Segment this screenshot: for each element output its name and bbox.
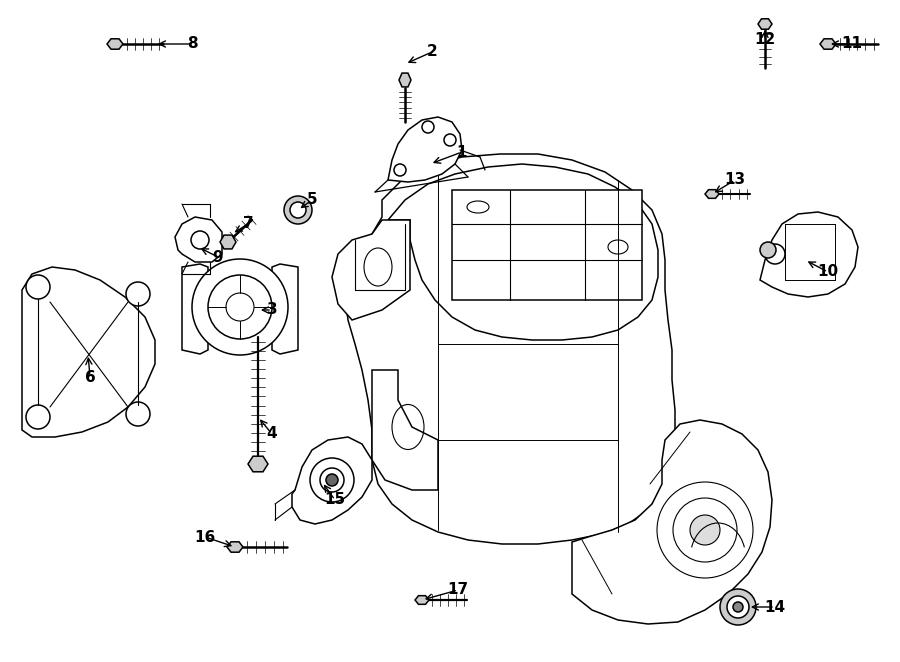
- Circle shape: [444, 134, 456, 146]
- Circle shape: [720, 589, 756, 625]
- Text: 15: 15: [324, 493, 346, 508]
- Polygon shape: [705, 190, 719, 199]
- Circle shape: [310, 458, 354, 502]
- Circle shape: [26, 405, 50, 429]
- Text: 6: 6: [85, 369, 95, 385]
- Circle shape: [191, 231, 209, 249]
- Circle shape: [208, 275, 272, 339]
- Circle shape: [26, 275, 50, 299]
- Circle shape: [192, 259, 288, 355]
- Polygon shape: [22, 267, 155, 437]
- Circle shape: [126, 282, 150, 306]
- Text: 12: 12: [754, 32, 776, 48]
- Polygon shape: [220, 235, 236, 249]
- Polygon shape: [388, 164, 658, 340]
- Polygon shape: [292, 437, 372, 524]
- Polygon shape: [345, 154, 675, 544]
- Circle shape: [760, 242, 776, 258]
- Text: 8: 8: [186, 36, 197, 52]
- Text: 5: 5: [307, 193, 318, 207]
- Circle shape: [320, 468, 344, 492]
- Circle shape: [765, 244, 785, 264]
- Polygon shape: [399, 73, 411, 87]
- Polygon shape: [415, 596, 429, 604]
- Polygon shape: [372, 370, 438, 490]
- Polygon shape: [175, 217, 222, 262]
- Text: 3: 3: [266, 303, 277, 318]
- Text: 11: 11: [842, 36, 862, 52]
- Polygon shape: [107, 39, 123, 49]
- Text: 2: 2: [427, 44, 437, 60]
- Circle shape: [673, 498, 737, 562]
- Text: 14: 14: [764, 600, 786, 614]
- Text: 9: 9: [212, 250, 223, 265]
- Polygon shape: [388, 117, 462, 182]
- Circle shape: [290, 202, 306, 218]
- Polygon shape: [820, 39, 836, 49]
- Polygon shape: [227, 542, 243, 552]
- Polygon shape: [452, 190, 642, 300]
- Circle shape: [690, 515, 720, 545]
- Circle shape: [733, 602, 743, 612]
- Text: 13: 13: [724, 173, 745, 187]
- Polygon shape: [758, 19, 772, 29]
- Text: 1: 1: [456, 144, 467, 160]
- Circle shape: [226, 293, 254, 321]
- Polygon shape: [182, 264, 298, 354]
- Text: 16: 16: [194, 530, 216, 545]
- Polygon shape: [332, 220, 410, 320]
- Polygon shape: [248, 456, 268, 472]
- Circle shape: [657, 482, 753, 578]
- Polygon shape: [760, 212, 858, 297]
- Text: 4: 4: [266, 426, 277, 442]
- Text: 7: 7: [243, 216, 253, 232]
- Circle shape: [284, 196, 312, 224]
- Polygon shape: [572, 420, 772, 624]
- Circle shape: [394, 164, 406, 176]
- Text: 17: 17: [447, 583, 469, 598]
- Text: 10: 10: [817, 265, 839, 279]
- Circle shape: [727, 596, 749, 618]
- Circle shape: [422, 121, 434, 133]
- Circle shape: [126, 402, 150, 426]
- Circle shape: [326, 474, 338, 486]
